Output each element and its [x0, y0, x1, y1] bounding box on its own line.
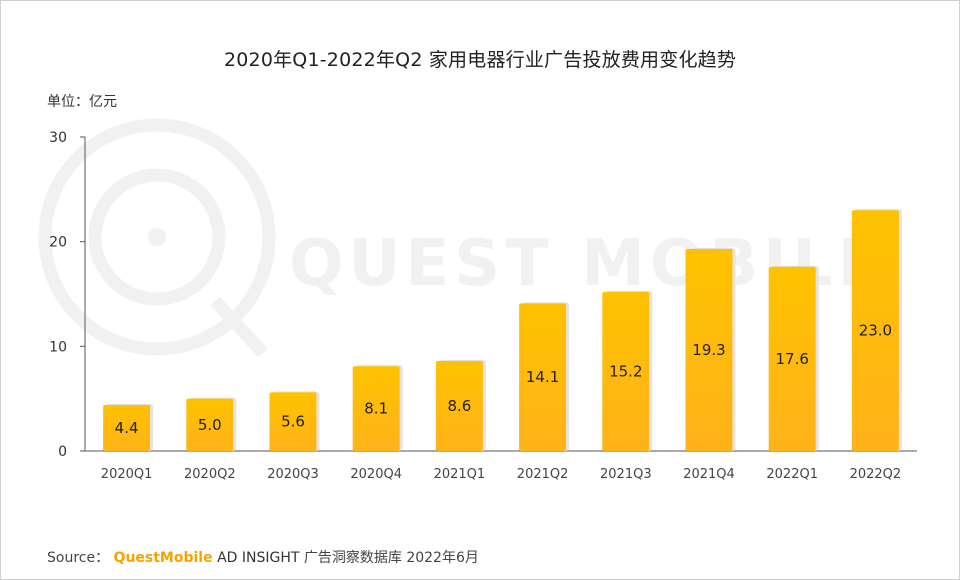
y-tick-label: 30	[49, 130, 67, 146]
watermark-logo-dot	[148, 228, 166, 246]
bar-2022Q2	[851, 210, 899, 451]
x-tick-label: 2021Q3	[600, 467, 652, 482]
bar-value-label: 17.6	[775, 350, 808, 368]
source-prefix: Source：	[47, 550, 110, 566]
chart-title: 2020年Q1-2022年Q2 家用电器行业广告投放费用变化趋势	[223, 49, 737, 71]
unit-label: 单位：亿元	[47, 94, 117, 110]
x-tick-label: 2021Q1	[434, 467, 486, 482]
source-rest: 广告洞察数据库 2022年6月	[303, 550, 479, 566]
watermark-logo-ring	[38, 118, 276, 356]
y-tick-label: 20	[49, 235, 67, 251]
bar-value-label: 14.1	[526, 368, 559, 386]
x-tick-label: 2021Q4	[683, 467, 735, 482]
bar-value-label: 5.0	[198, 416, 222, 434]
x-tick-label: 2022Q1	[766, 467, 818, 482]
labels-group: 0 10 20 30 4.4 2020Q1 5.0 2020Q2 5.6 2020Q3 8.1 202…	[49, 130, 901, 482]
bar-2020Q3	[269, 392, 317, 451]
x-tick-label: 2020Q2	[184, 467, 236, 482]
x-tick-label: 2021Q2	[517, 467, 569, 482]
watermark-logo-inner	[88, 168, 226, 306]
y-tick-label: 0	[58, 444, 67, 460]
x-tick-label: 2020Q3	[267, 467, 319, 482]
source-line: Source： QuestMobile AD INSIGHT 广告洞察数据库 2…	[47, 547, 479, 567]
source-product: AD INSIGHT	[217, 550, 300, 566]
bar-2020Q4	[352, 366, 400, 451]
watermark: QUEST MOBILE	[38, 118, 881, 358]
bar-value-label: 5.6	[281, 413, 305, 431]
bar-value-label: 8.6	[447, 397, 471, 415]
x-tick-label: 2022Q2	[850, 467, 902, 482]
bar-2022Q1	[768, 266, 816, 451]
bar-2020Q2	[186, 398, 234, 451]
source-brand: QuestMobile	[113, 550, 213, 566]
bar-2021Q3	[602, 291, 650, 451]
watermark-logo-tail	[210, 296, 268, 358]
bar-2020Q1	[103, 404, 151, 451]
bar-2021Q2	[519, 303, 567, 451]
y-tick-label: 10	[49, 339, 67, 355]
bar-2021Q1	[435, 360, 483, 451]
bar-value-label: 8.1	[364, 400, 388, 418]
x-tick-label: 2020Q1	[101, 467, 153, 482]
bar-value-label: 23.0	[859, 322, 892, 340]
bar-2021Q4	[685, 248, 733, 451]
bars-group	[103, 209, 902, 451]
bar-value-label: 19.3	[692, 341, 725, 359]
bar-value-label: 4.4	[115, 419, 139, 437]
bar-value-label: 15.2	[609, 362, 642, 380]
x-tick-label: 2020Q4	[350, 467, 402, 482]
